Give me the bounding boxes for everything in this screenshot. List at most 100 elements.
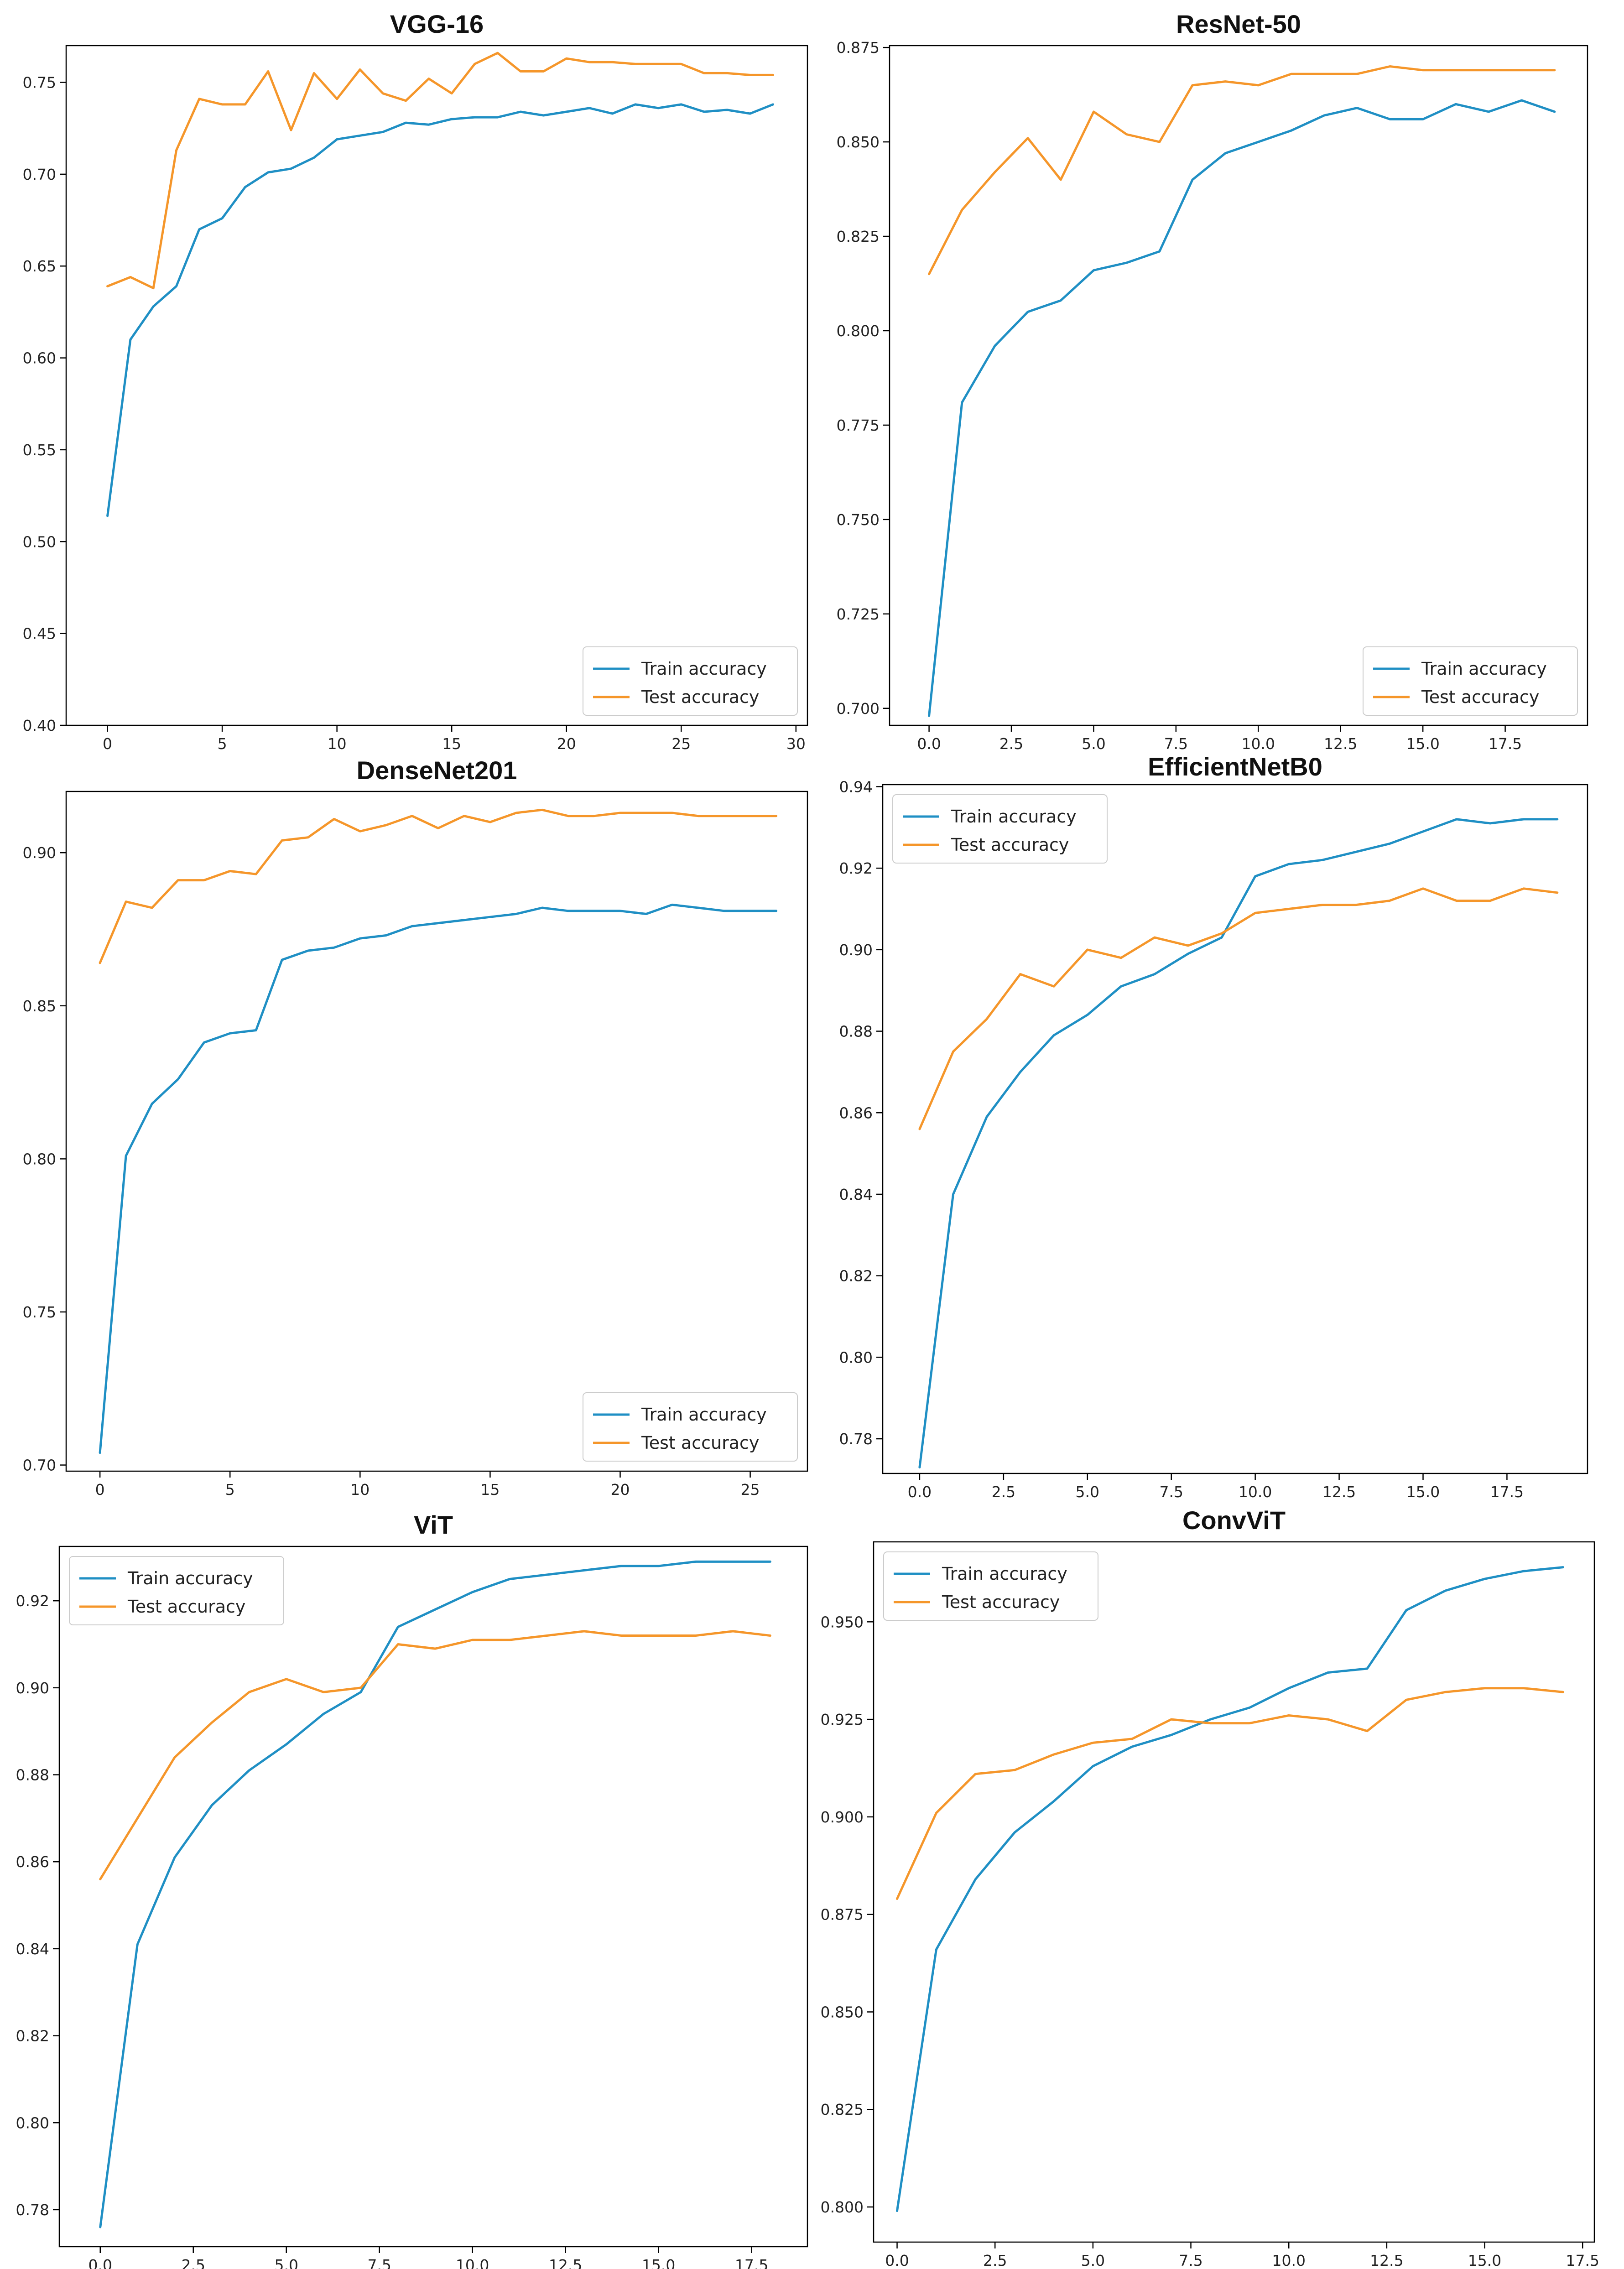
x-tick-label: 0	[103, 735, 112, 753]
y-tick-label: 0.40	[23, 717, 56, 734]
x-tick-label: 20	[610, 1481, 630, 1499]
series-line-train	[99, 1560, 771, 2228]
y-tick-label: 0.65	[23, 257, 56, 275]
x-tick-label: 2.5	[181, 2256, 205, 2269]
series-line-test	[106, 52, 774, 290]
y-tick-label: 0.84	[839, 1186, 873, 1203]
x-tick-label: 12.5	[1370, 2252, 1403, 2269]
y-tick-label: 0.700	[837, 700, 880, 718]
x-tick-label: 10.0	[1239, 1483, 1272, 1501]
x-tick-label: 5.0	[1081, 2252, 1105, 2269]
x-tick-label: 20	[557, 735, 576, 753]
x-tick-label: 15.0	[1406, 1483, 1440, 1501]
x-tick-label: 15	[442, 735, 461, 753]
x-tick-label: 5	[225, 1481, 235, 1499]
chart-panel-3: DenseNet201 0 5 10 15 20 25 0.70 0.75 0.80 0.85 0.9…	[23, 756, 808, 1499]
legend-label: Test accuracy	[641, 687, 759, 707]
y-tick-label: 0.78	[839, 1430, 873, 1448]
plot-frame	[889, 45, 1588, 726]
y-tick-label: 0.92	[16, 1592, 49, 1610]
y-tick-label: 0.825	[821, 2101, 864, 2118]
y-tick-label: 0.55	[23, 441, 56, 459]
x-tick-label: 5	[218, 735, 227, 753]
x-tick-label: 0.0	[917, 735, 941, 753]
y-tick-label: 0.950	[821, 1613, 864, 1631]
x-tick-label: 12.5	[1322, 1483, 1356, 1501]
series-line-test	[896, 1687, 1564, 1900]
y-tick-label: 0.875	[837, 39, 880, 57]
x-tick-label: 30	[786, 735, 806, 753]
y-tick-label: 0.70	[23, 1457, 56, 1474]
y-tick-label: 0.88	[839, 1023, 873, 1041]
x-tick-label: 2.5	[999, 735, 1023, 753]
y-tick-label: 0.78	[16, 2201, 49, 2219]
legend-box	[583, 1392, 798, 1462]
x-tick-label: 15.0	[642, 2256, 675, 2269]
legend: Train accuracy Test accuracy	[892, 794, 1108, 864]
legend-label: Train accuracy	[1421, 659, 1547, 679]
series-line-test	[99, 1630, 771, 1880]
series-line-train	[896, 1566, 1564, 2212]
legend-label: Test accuracy	[641, 1433, 759, 1453]
x-tick-label: 0	[95, 1481, 105, 1499]
x-tick-label: 17.5	[1566, 2252, 1599, 2269]
y-tick-label: 0.800	[821, 2198, 864, 2216]
y-tick-label: 0.60	[23, 349, 56, 367]
series-line-train	[918, 818, 1559, 1469]
legend: Train accuracy Test accuracy	[583, 1392, 798, 1462]
x-tick-label: 5.0	[274, 2256, 298, 2269]
x-tick-label: 10.0	[1272, 2252, 1305, 2269]
chart-title: EfficientNetB0	[1148, 752, 1322, 781]
x-tick-label: 10.0	[456, 2256, 489, 2269]
x-tick-label: 0.0	[908, 1483, 932, 1501]
y-tick-label: 0.88	[16, 1766, 49, 1784]
chart-panel-1: VGG-16 0 5 10 15 20 25 30 0.40 0.45 0.50 0.55 0.60 0.…	[23, 10, 808, 753]
x-tick-label: 17.5	[735, 2256, 768, 2269]
x-tick-label: 2.5	[992, 1483, 1015, 1501]
series-line-train	[106, 103, 774, 517]
x-tick-label: 10	[328, 735, 347, 753]
y-tick-label: 0.82	[16, 2027, 49, 2045]
series-line-test	[99, 808, 778, 964]
y-tick-label: 0.86	[839, 1104, 873, 1122]
legend-label: Train accuracy	[127, 1568, 253, 1588]
y-tick-label: 0.80	[23, 1150, 56, 1168]
x-tick-label: 7.5	[1164, 735, 1188, 753]
x-tick-label: 7.5	[1159, 1483, 1183, 1501]
legend-label: Test accuracy	[127, 1597, 245, 1617]
plot-frame	[65, 45, 808, 726]
legend-box	[883, 1551, 1098, 1621]
x-tick-label: 12.5	[1324, 735, 1357, 753]
y-tick-label: 0.850	[837, 133, 880, 151]
chart-title: ResNet-50	[1176, 10, 1301, 38]
x-tick-label: 12.5	[549, 2256, 582, 2269]
x-tick-label: 25	[671, 735, 691, 753]
x-tick-label: 15.0	[1468, 2252, 1501, 2269]
y-tick-label: 0.70	[23, 166, 56, 183]
x-tick-label: 0.0	[88, 2256, 112, 2269]
x-tick-label: 25	[741, 1481, 760, 1499]
legend-box	[1363, 646, 1578, 716]
y-tick-label: 0.800	[837, 322, 880, 340]
legend: Train accuracy Test accuracy	[1363, 646, 1578, 716]
y-tick-label: 0.925	[821, 1711, 864, 1728]
y-tick-label: 0.900	[821, 1808, 864, 1826]
legend-label: Train accuracy	[942, 1564, 1067, 1584]
legend-label: Test accuracy	[1421, 687, 1539, 707]
series-line-test	[928, 65, 1556, 276]
y-tick-label: 0.82	[839, 1267, 873, 1285]
chart-panel-2: ResNet-50 0.0 2.5 5.0 7.5 10.0 12.5 15.0 17.5 0.7…	[837, 10, 1588, 753]
y-tick-label: 0.875	[821, 1906, 864, 1924]
chart-title: ConvViT	[1182, 1506, 1286, 1535]
x-tick-label: 10.0	[1242, 735, 1275, 753]
x-tick-label: 5.0	[1076, 1483, 1099, 1501]
y-tick-label: 0.80	[16, 2114, 49, 2132]
x-tick-label: 15	[480, 1481, 500, 1499]
x-tick-label: 0.0	[885, 2252, 909, 2269]
x-tick-label: 17.5	[1490, 1483, 1524, 1501]
y-tick-label: 0.84	[16, 1940, 49, 1958]
y-tick-label: 0.85	[23, 997, 56, 1015]
y-tick-label: 0.75	[23, 1303, 56, 1321]
chart-panel-6: ConvViT 0.0 2.5 5.0 7.5 10.0 12.5 15.0 17.5 0.800…	[821, 1506, 1599, 2269]
